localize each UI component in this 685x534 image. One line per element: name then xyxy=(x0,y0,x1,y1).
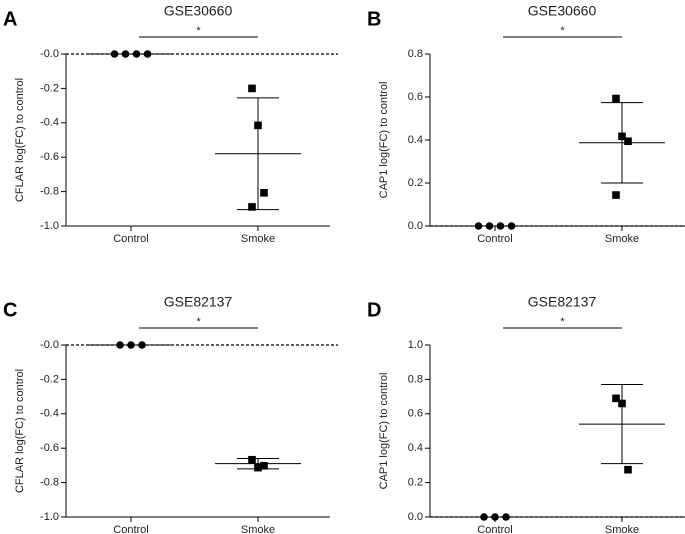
panel: D GSE82137 CAP1 log(FC) to control 0.0 0.2 0.… xyxy=(367,294,685,534)
y-tick-label: 0.2 xyxy=(408,177,423,189)
data-point xyxy=(138,341,146,349)
y-tick-label: 0.6 xyxy=(408,408,423,420)
y-axis-label: CFLAR log(FC) to control xyxy=(14,369,26,493)
y-tick-label: -0.2 xyxy=(40,373,59,385)
data-point xyxy=(624,465,632,474)
data-point xyxy=(254,121,262,130)
chart-title: GSE82137 xyxy=(528,294,597,310)
y-tick-label: -0.0 xyxy=(40,48,59,60)
panel-letter: C xyxy=(3,299,17,321)
x-tick-label: Control xyxy=(477,233,512,245)
y-tick-label: 0.4 xyxy=(408,134,423,146)
data-point xyxy=(474,222,483,230)
data-point xyxy=(612,394,620,403)
x-tick-label: Smoke xyxy=(241,233,275,245)
data-point xyxy=(480,513,488,521)
data-point xyxy=(618,399,626,408)
panel-letter: A xyxy=(3,8,17,30)
x-tick-label: Control xyxy=(113,233,148,245)
y-tick-label: -0.4 xyxy=(40,117,59,129)
chart-title: GSE82137 xyxy=(164,294,233,310)
significance-label: * xyxy=(560,25,565,37)
panel-letter: D xyxy=(367,299,381,321)
data-point xyxy=(143,50,152,58)
significance-label: * xyxy=(560,316,565,328)
data-point xyxy=(248,203,256,211)
y-tick-label: -0.4 xyxy=(40,408,59,420)
data-point xyxy=(491,513,499,521)
y-tick-label: 0.0 xyxy=(408,220,423,232)
panel-letter: B xyxy=(367,8,381,30)
data-point xyxy=(624,137,632,146)
y-tick-label: -0.2 xyxy=(40,82,59,94)
y-tick-label: 0.0 xyxy=(408,511,423,523)
data-point xyxy=(254,463,262,472)
x-tick-label: Smoke xyxy=(241,524,275,534)
data-point xyxy=(612,94,620,103)
x-tick-label: Control xyxy=(477,524,512,534)
x-tick-label: Smoke xyxy=(605,524,639,534)
data-point xyxy=(116,341,124,349)
data-point xyxy=(110,50,119,58)
data-point xyxy=(132,50,141,58)
data-point xyxy=(507,222,516,230)
chart-title: GSE30660 xyxy=(528,3,597,19)
data-point xyxy=(496,222,505,230)
y-tick-label: 0.8 xyxy=(408,48,423,60)
y-tick-label: -0.8 xyxy=(40,477,59,489)
data-point xyxy=(260,461,268,470)
y-tick-label: -1.0 xyxy=(40,511,59,523)
y-tick-label: 0.8 xyxy=(408,373,423,385)
data-point xyxy=(248,84,256,93)
panel: C GSE82137 CFLAR log(FC) to control -0.0 -0.… xyxy=(3,294,338,534)
y-tick-label: -0.0 xyxy=(40,339,59,351)
y-axis-label: CAP1 log(FC) to control xyxy=(378,82,390,199)
chart-title: GSE30660 xyxy=(164,3,233,19)
data-point xyxy=(502,513,510,521)
y-axis-label: CAP1 log(FC) to control xyxy=(378,373,390,490)
y-tick-label: -0.6 xyxy=(40,151,59,163)
y-tick-label: -0.6 xyxy=(40,442,59,454)
data-point xyxy=(121,50,130,58)
significance-label: * xyxy=(196,25,201,37)
y-tick-label: -1.0 xyxy=(40,220,59,232)
panel: B GSE30660 CAP1 log(FC) to control 0.0 0.2 0.… xyxy=(367,3,685,245)
data-point xyxy=(127,341,135,349)
data-point xyxy=(248,455,256,464)
y-tick-label: 0.4 xyxy=(408,442,423,454)
significance-label: * xyxy=(196,316,201,328)
data-point xyxy=(618,132,626,141)
x-tick-label: Control xyxy=(113,524,148,534)
y-tick-label: 0.6 xyxy=(408,91,423,103)
data-point xyxy=(260,189,268,197)
y-tick-label: 0.2 xyxy=(408,477,423,489)
y-axis-label: CFLAR log(FC) to control xyxy=(14,78,26,202)
y-tick-label: -0.8 xyxy=(40,186,59,198)
data-point xyxy=(612,191,620,199)
data-point xyxy=(485,222,494,230)
x-tick-label: Smoke xyxy=(605,233,639,245)
y-tick-label: 1.0 xyxy=(408,339,423,351)
panel: A GSE30660 CFLAR log(FC) to control -0.0 -0.… xyxy=(3,3,338,245)
